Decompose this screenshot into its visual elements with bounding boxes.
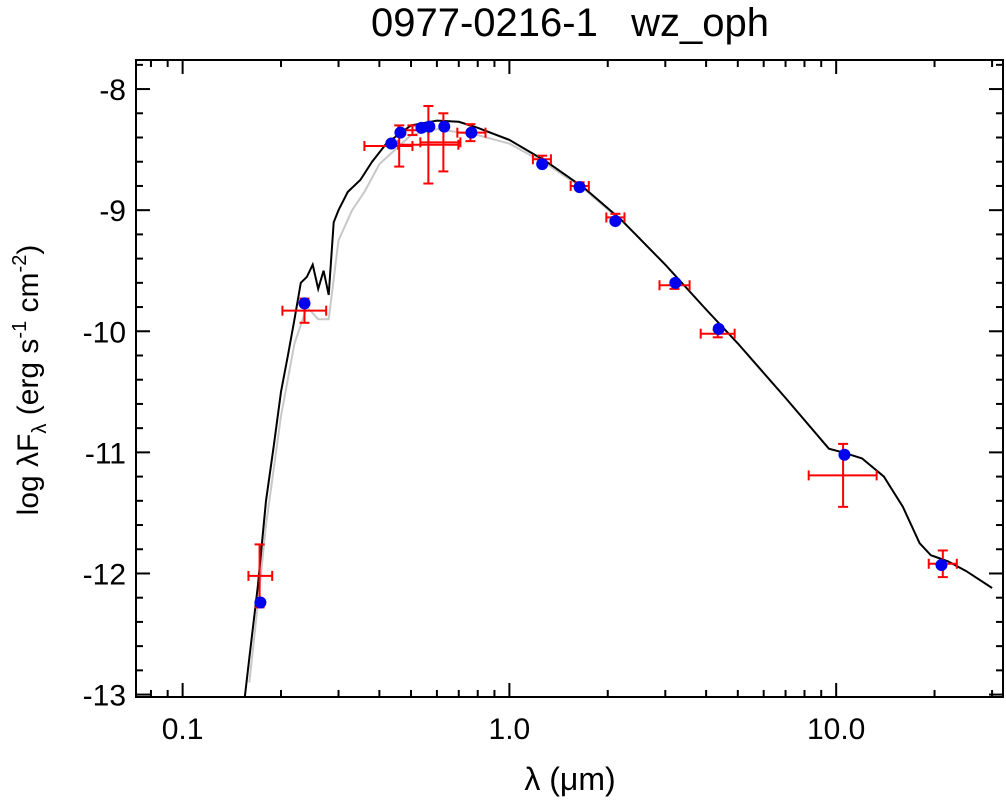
y-tick-label: -13 xyxy=(83,680,126,713)
data-point xyxy=(609,215,622,228)
y-axis-label: log λFλ (erg s-1 cm-2) xyxy=(9,245,51,516)
x-tick-label: 0.1 xyxy=(162,713,204,746)
data-point xyxy=(669,276,682,289)
x-axis-label: λ (μm) xyxy=(524,761,615,797)
data-point xyxy=(423,120,436,133)
y-tick-label: -10 xyxy=(83,316,126,349)
data-point xyxy=(298,297,311,310)
y-tick-label: -9 xyxy=(99,195,126,228)
chart-title: 0977-0216-1 wz_oph xyxy=(371,1,769,45)
x-tick-label: 10.0 xyxy=(807,713,865,746)
data-point xyxy=(935,558,948,571)
y-label-exp: -2 xyxy=(9,255,31,273)
y-tick-label: -11 xyxy=(85,437,126,470)
x-tick-label: 1.0 xyxy=(489,713,531,746)
data-point xyxy=(385,137,398,150)
y-tick-label: -8 xyxy=(99,74,126,107)
y-label-unit: (erg s xyxy=(12,339,45,424)
model-line xyxy=(243,119,993,697)
y-label-main: log λF xyxy=(12,434,45,516)
y-label-exp: -1 xyxy=(9,321,31,339)
y-label-unit: cm xyxy=(12,272,45,320)
data-point xyxy=(465,126,478,139)
data-point xyxy=(254,596,267,609)
y-label-close: ) xyxy=(12,245,45,255)
data-point xyxy=(536,158,549,171)
data-point xyxy=(712,322,725,335)
plot-frame xyxy=(135,59,1004,698)
data-point xyxy=(573,181,586,194)
model-line xyxy=(248,127,622,683)
y-tick-label: -12 xyxy=(83,558,126,591)
data-point xyxy=(838,448,851,461)
y-label-sub: λ xyxy=(29,424,51,434)
data-point xyxy=(394,126,407,139)
data-point xyxy=(438,120,451,133)
plot-area xyxy=(243,105,993,697)
